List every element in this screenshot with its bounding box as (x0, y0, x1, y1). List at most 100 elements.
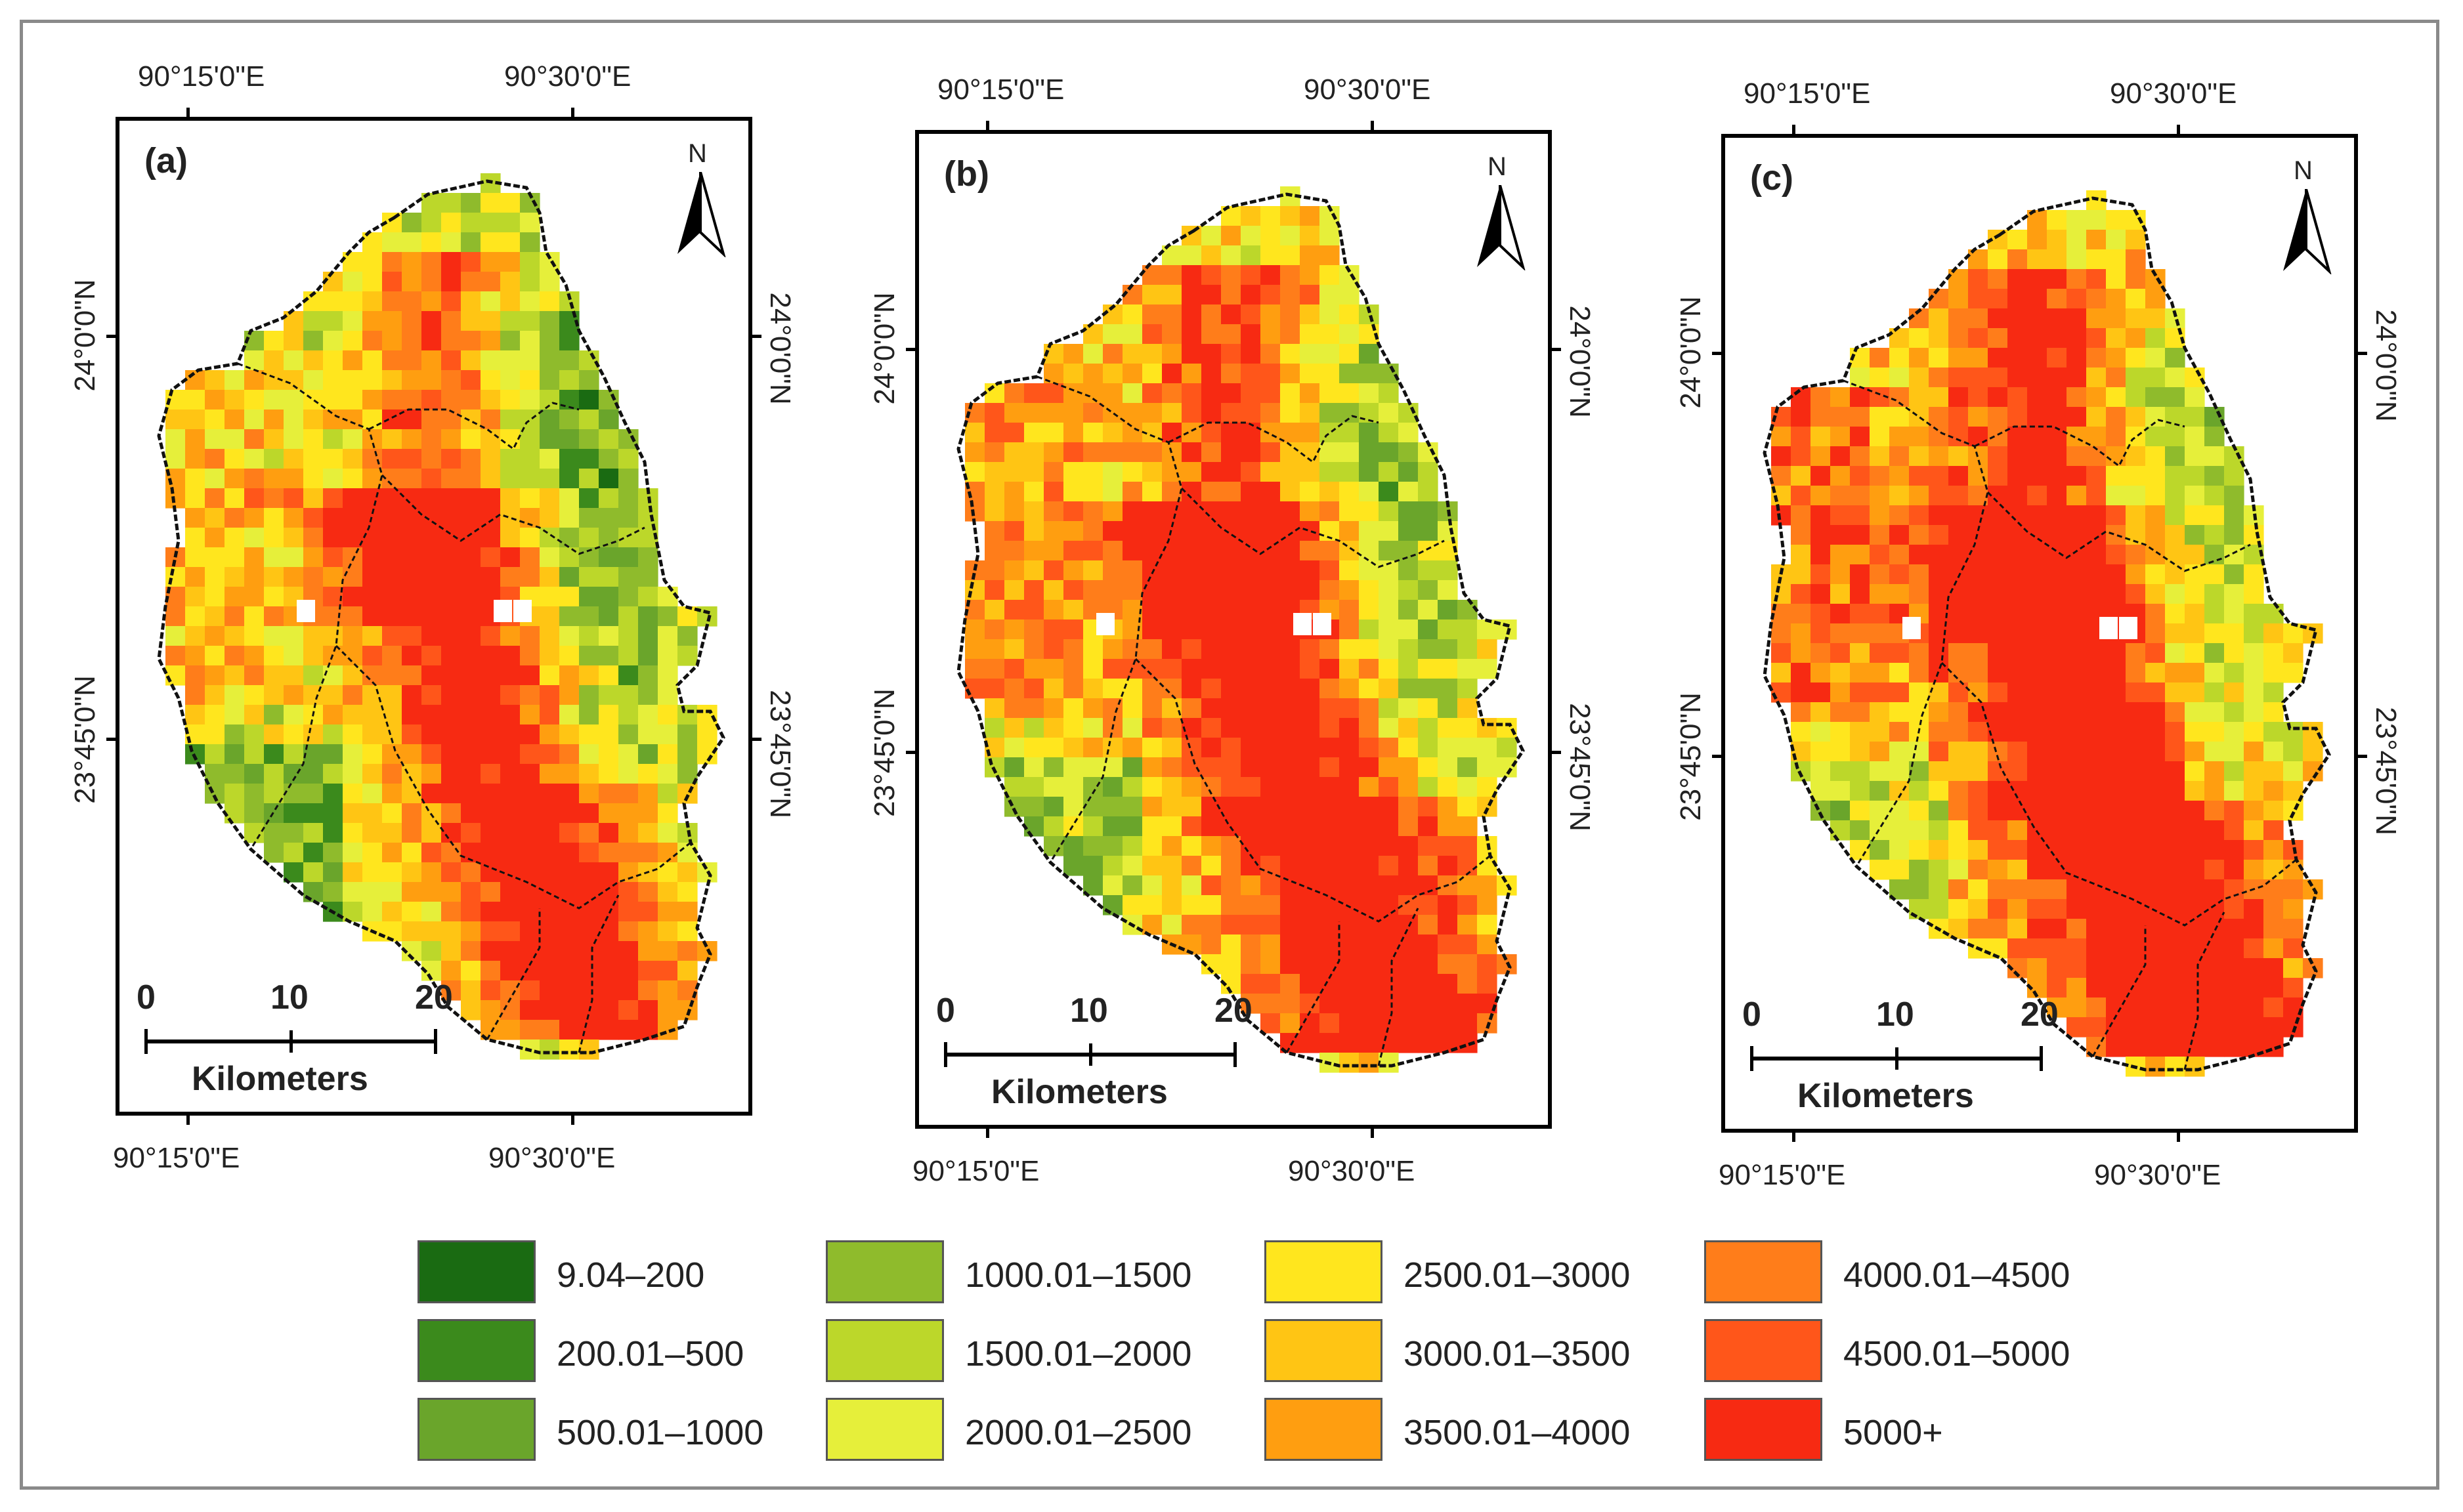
top-lon-left-label: 90°15'0"E (1744, 77, 1871, 110)
legend-label: 4000.01–4500 (1843, 1255, 2070, 1295)
tick (186, 108, 190, 121)
legend-swatch (1264, 1398, 1382, 1461)
scale-tick-0: 0 (1742, 996, 1761, 1034)
right-lat-top-label: 24°0'0"N (764, 292, 796, 405)
scale-bar-tick (1895, 1047, 1898, 1070)
scale-bar-tick (944, 1042, 947, 1067)
subdistrict-boundary (1285, 921, 1340, 1053)
tick (1712, 755, 1725, 758)
scale-unit: Kilometers (192, 1060, 368, 1098)
scale-bar-tick (1089, 1043, 1092, 1066)
tick (748, 335, 761, 338)
legend-label: 200.01–500 (557, 1334, 744, 1374)
tick (906, 348, 919, 351)
legend-label: 2500.01–3000 (1403, 1255, 1631, 1295)
panel-label: (a) (144, 141, 188, 180)
legend-label: 2000.01–2500 (965, 1413, 1192, 1452)
water-body (1096, 613, 1115, 635)
subdistrict-boundary (1180, 487, 1445, 568)
water-body (1293, 613, 1312, 635)
legend-swatch (418, 1319, 536, 1382)
tick (2177, 125, 2180, 138)
subdistrict-boundary (1134, 658, 1491, 923)
subdistrict-boundary (1940, 662, 2297, 927)
tick (1548, 751, 1561, 754)
subdistrict-boundary (1377, 908, 1419, 1066)
legend-label: 1500.01–2000 (965, 1334, 1192, 1374)
tick (906, 751, 919, 754)
subdistrict-boundary (1168, 415, 1379, 464)
scale-bar-tick (1233, 1042, 1237, 1067)
district-boundary (956, 192, 1525, 1068)
legend-label: 5000+ (1843, 1413, 1943, 1452)
top-lon-left-label: 90°15'0"E (937, 74, 1065, 106)
scale-tick-10: 10 (1070, 992, 1108, 1030)
legend-swatch (826, 1240, 944, 1303)
scale-tick-20: 20 (2021, 996, 2059, 1034)
right-lat-top-label: 24°0'0"N (2370, 309, 2402, 422)
right-lat-bottom-label: 23°45'0"N (1564, 703, 1596, 831)
subdistrict-boundary (237, 362, 383, 850)
tick (986, 121, 989, 134)
top-lon-right-label: 90°30'0"E (504, 60, 632, 93)
scale-bar-tick (2040, 1046, 2043, 1071)
subdistrict-boundary (1974, 419, 2185, 468)
top-lon-right-label: 90°30'0"E (1304, 74, 1431, 106)
bottom-lon-right-label: 90°30'0"E (1288, 1155, 1415, 1187)
tick (1548, 348, 1561, 351)
north-arrow-icon (677, 172, 726, 257)
raster-map (157, 173, 725, 1060)
legend-swatch (1704, 1240, 1822, 1303)
raster-cells (1771, 190, 2323, 1077)
north-arrow-icon (2283, 189, 2332, 274)
legend-swatch (826, 1398, 944, 1461)
legend-label: 1000.01–1500 (965, 1255, 1192, 1295)
tick (986, 1125, 989, 1138)
legend-label: 500.01–1000 (557, 1413, 764, 1452)
bottom-lon-right-label: 90°30'0"E (2094, 1159, 2221, 1191)
panel-label: (b) (944, 154, 989, 194)
subdistrict-boundary (381, 474, 645, 555)
left-lat-top-label: 24°0'0"N (868, 292, 901, 405)
north-arrow-icon (1477, 185, 1526, 270)
raster-cells (965, 186, 1517, 1073)
tick (1792, 125, 1795, 138)
panel-label: (c) (1750, 158, 1793, 198)
scale-bar-tick (144, 1029, 148, 1054)
right-lat-bottom-label: 23°45'0"N (764, 690, 796, 818)
subdistrict-boundary (486, 908, 541, 1040)
scale-unit: Kilometers (991, 1073, 1168, 1111)
tick (748, 738, 761, 741)
tick (1792, 1129, 1795, 1142)
raster-map (1763, 190, 2331, 1077)
tick (571, 1112, 574, 1125)
legend-swatch (418, 1240, 536, 1303)
legend-swatch (418, 1398, 536, 1461)
water-body (1902, 617, 1921, 639)
scale-tick-0: 0 (936, 992, 955, 1030)
legend-swatch (1264, 1319, 1382, 1382)
legend-label: 3500.01–4000 (1403, 1413, 1631, 1452)
bottom-lon-left-label: 90°15'0"E (1719, 1159, 1846, 1191)
raster-cells (165, 173, 717, 1060)
top-lon-right-label: 90°30'0"E (2110, 77, 2237, 110)
subdistrict-boundary (1037, 375, 1183, 863)
bottom-lon-left-label: 90°15'0"E (113, 1142, 240, 1174)
tick (2354, 755, 2367, 758)
subdistrict-boundary (2091, 925, 2147, 1057)
left-lat-bottom-label: 23°45'0"N (69, 675, 101, 804)
right-lat-top-label: 24°0'0"N (1564, 305, 1596, 418)
bottom-lon-right-label: 90°30'0"E (488, 1142, 616, 1174)
water-body (494, 600, 512, 622)
water-body (2119, 617, 2137, 639)
legend-label: 3000.01–3500 (1403, 1334, 1631, 1374)
tick (106, 335, 119, 338)
subdistrict-boundary (2183, 912, 2225, 1070)
tick (571, 108, 574, 121)
subdistrict-boundary (578, 894, 620, 1053)
legend-swatch (1704, 1398, 1822, 1461)
district-boundary (157, 179, 725, 1055)
left-lat-bottom-label: 23°45'0"N (1675, 692, 1707, 821)
scale-tick-20: 20 (1214, 992, 1253, 1030)
